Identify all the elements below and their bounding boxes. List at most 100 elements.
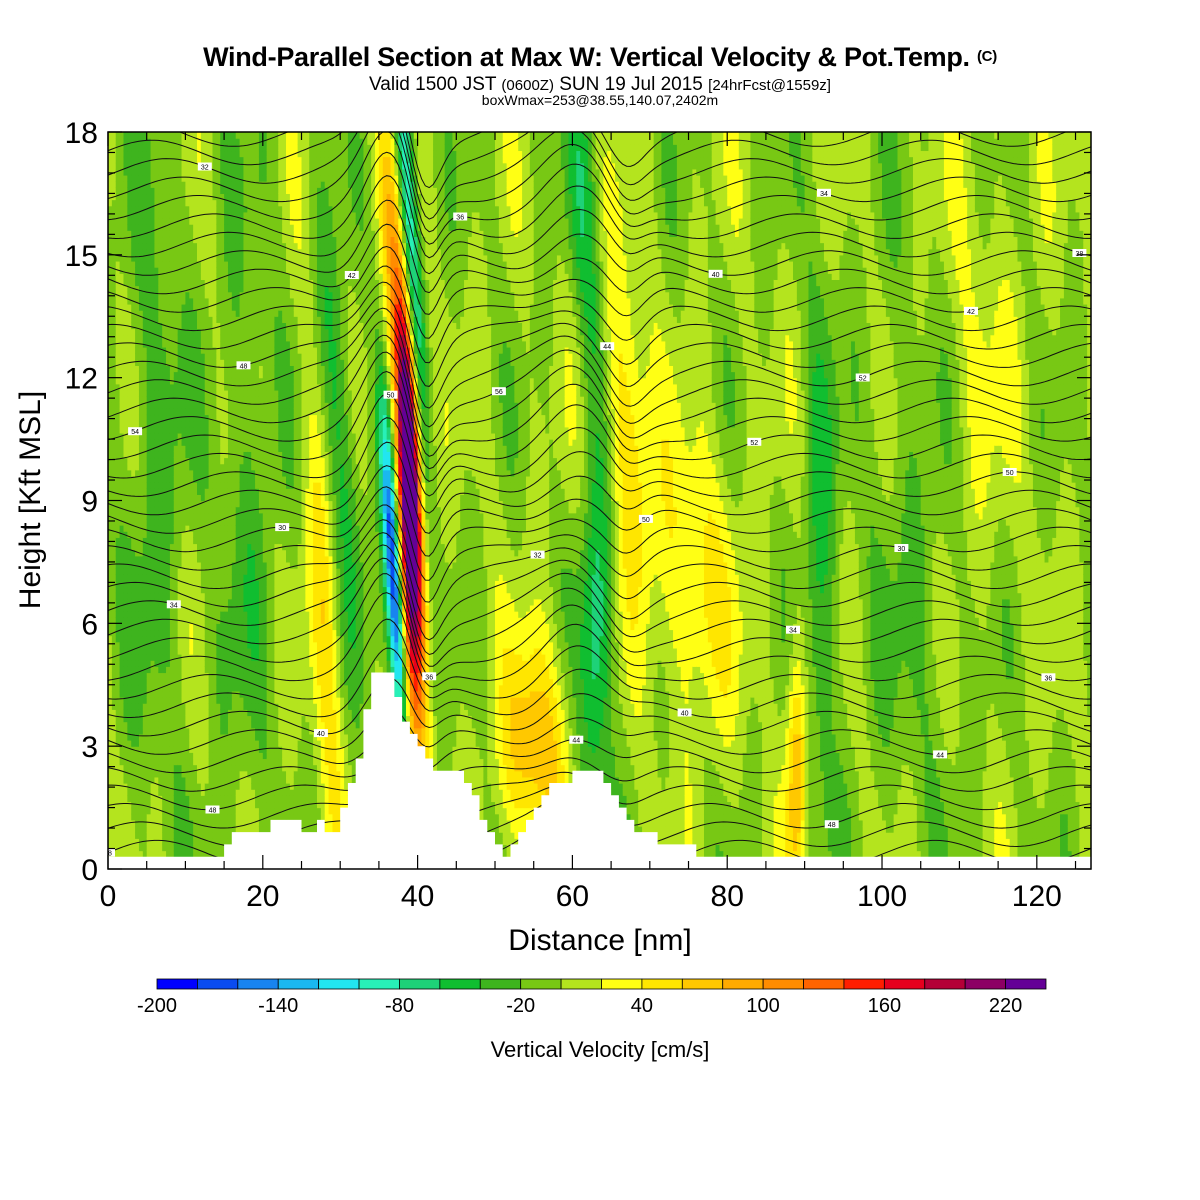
field-cell [131,580,136,588]
field-cell [154,414,159,422]
field-cell [177,764,183,772]
field-cell [169,654,175,661]
field-cell [138,604,144,612]
field-cell [138,672,144,680]
field-cell [173,340,179,348]
field-cell [239,549,245,557]
field-cell [247,211,252,219]
field-cell [262,291,268,299]
field-cell [193,187,198,195]
field-cell [197,353,202,360]
field-cell [197,733,202,741]
field-cell [247,187,252,195]
field-cell [243,525,248,532]
field-cell [247,678,252,686]
field-cell [154,740,159,747]
field-cell [212,555,217,563]
field-cell [115,518,121,526]
field-cell [204,721,210,729]
field-cell [181,150,186,158]
field-cell [138,445,144,452]
field-cell [142,365,148,373]
field-cell [150,721,156,729]
field-cell [119,402,125,409]
field-cell [158,132,163,139]
field-cell [162,531,167,538]
field-cell [162,132,167,139]
field-cell [150,604,156,612]
field-cell [255,580,260,588]
field-cell [119,752,125,760]
field-cell [227,260,233,268]
field-cell [231,267,237,274]
field-cell [166,850,171,858]
field-cell [197,801,202,809]
field-cell [108,408,113,416]
field-cell [200,371,206,379]
field-cell [154,617,159,624]
field-cell [158,420,163,428]
field-cell [204,389,210,397]
field-cell [208,371,214,379]
field-cell [212,561,217,569]
field-cell [131,279,136,287]
field-cell [135,758,140,766]
field-cell [197,316,202,323]
field-cell [162,678,167,686]
field-cell [158,377,163,385]
field-cell [197,838,202,846]
field-cell [262,365,268,373]
field-cell [119,819,125,827]
field-cell [189,512,194,520]
field-cell [189,776,194,784]
field-cell [173,654,179,661]
field-cell [135,709,140,717]
field-cell [216,801,221,809]
field-cell [135,322,140,330]
field-cell [204,660,210,667]
field-cell [235,715,241,723]
field-cell [154,654,159,661]
field-cell [181,555,186,563]
field-cell [111,807,117,815]
field-cell [243,568,248,575]
field-cell [127,193,132,201]
field-cell [111,475,117,483]
field-cell [251,518,256,526]
field-cell [185,844,190,852]
field-cell [189,752,194,760]
field-cell [123,494,128,502]
field-cell [224,813,229,821]
field-cell [262,801,268,809]
field-cell [162,156,167,164]
field-cell [138,635,144,643]
field-cell [193,813,198,821]
field-cell [119,684,125,692]
field-cell [135,537,140,545]
field-cell [255,531,260,538]
field-cell [185,181,190,188]
field-cell [142,408,148,416]
field-cell [208,482,214,489]
field-cell [212,721,217,729]
field-cell [197,531,202,538]
field-cell [135,549,140,557]
field-cell [247,500,252,508]
field-cell [127,574,132,581]
field-cell [131,819,136,827]
field-cell [169,193,175,201]
field-cell [108,236,113,244]
field-cell [247,819,252,827]
field-cell [185,285,190,293]
field-cell [150,850,156,858]
field-cell [162,457,167,465]
field-cell [231,500,237,508]
field-cell [173,168,179,176]
field-cell [212,469,217,477]
field-cell [243,715,248,723]
field-cell [204,254,210,262]
field-cell [131,537,136,545]
field-cell [127,580,132,588]
field-cell [189,365,194,373]
field-cell [204,199,210,207]
